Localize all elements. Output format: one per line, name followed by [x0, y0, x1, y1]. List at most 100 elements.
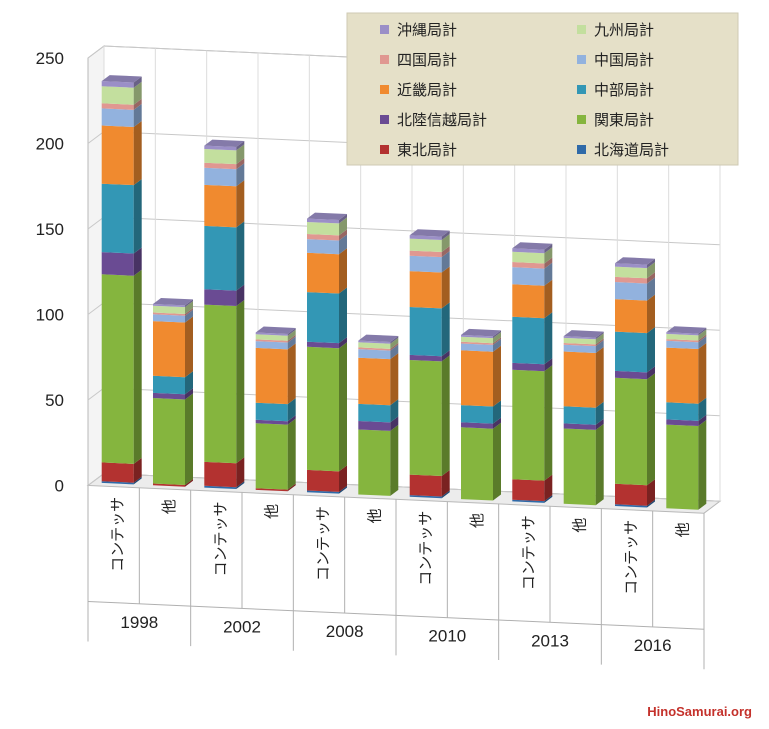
bar-segment-side [441, 490, 450, 499]
bar-segment [358, 344, 399, 360]
bar-segment-side [544, 358, 553, 372]
bar-segment-side [493, 400, 501, 424]
bar-segment-front [307, 222, 339, 236]
bar-segment-front [409, 495, 442, 499]
bar-stack [358, 334, 399, 496]
bar-segment-side [390, 399, 399, 423]
bar-top-cap [255, 326, 296, 334]
bar-segment-front [512, 479, 545, 502]
bar-segment [101, 98, 142, 110]
bar-segment-front [666, 340, 699, 349]
bar-segment [615, 258, 655, 269]
x-group-label: 2016 [634, 636, 672, 655]
bar-segment-side [595, 338, 604, 347]
bar-segment-side [287, 334, 296, 343]
bar-segment-front [307, 346, 339, 472]
bar-segment-front [307, 218, 339, 224]
legend-label: 近畿局計 [397, 81, 457, 99]
bar-top-cap [461, 328, 501, 337]
x-group-separator [498, 619, 602, 626]
x-group-separator [190, 605, 294, 612]
bar-segment [101, 179, 142, 254]
bar-segment-side [236, 180, 245, 228]
bar-segment-side [441, 246, 450, 258]
bar-segment-side [133, 269, 142, 464]
bar-segment [512, 358, 553, 372]
bar-segment [461, 400, 501, 424]
bar-segment [409, 470, 450, 497]
bar-segment [255, 334, 296, 343]
bar-segment [358, 337, 399, 349]
bar-segment-front [563, 351, 596, 408]
bar-segment-front [615, 282, 647, 301]
bar-segment-side [544, 365, 553, 481]
bar-segment-front [358, 342, 391, 349]
bar-segment-front [615, 276, 647, 284]
bar-segment-front [358, 349, 391, 360]
bar-segment [255, 398, 296, 422]
bar-segment [204, 481, 245, 489]
bar-segment-side [185, 393, 193, 485]
y-tick-label: 150 [36, 220, 64, 239]
bars [101, 75, 707, 510]
bar-segment-side [390, 416, 399, 431]
bar-segment [307, 248, 347, 294]
bar-segment-side [698, 414, 707, 426]
bar-segment-side [493, 338, 501, 352]
bar-segment [204, 144, 245, 165]
x-group-separator [293, 610, 397, 616]
bar-segment-side [698, 397, 707, 421]
x-category-label: 他 [160, 499, 178, 514]
bar-segment [615, 366, 655, 380]
legend-swatch [577, 115, 586, 124]
legend-item: 中国局計 [577, 51, 654, 69]
bar-segment [409, 350, 450, 362]
bar-segment-front [409, 250, 442, 258]
bar-segment-side [698, 329, 707, 341]
bar-segment [101, 247, 142, 276]
bar-segment-side [390, 336, 399, 344]
bar-segment [204, 141, 245, 151]
bar-segment [666, 329, 707, 341]
bar-segment-side [185, 308, 193, 316]
bar-segment-side [544, 474, 553, 502]
bar-segment [358, 342, 399, 351]
bar-segment-front [255, 339, 288, 343]
bar-segment [409, 266, 450, 309]
x-category-label: コンテッサ [314, 506, 332, 581]
bar-segment [666, 343, 707, 404]
legend-label: 北海道局計 [594, 141, 669, 159]
legend-label: 中国局計 [594, 51, 654, 69]
legend-swatch [380, 85, 389, 94]
bar-segment-side [236, 284, 245, 306]
bar-segment-front [409, 271, 442, 309]
bar-segment [255, 418, 296, 490]
bar-segment [307, 485, 347, 494]
y-tick-label: 200 [36, 135, 64, 154]
bar-segment-side [390, 424, 399, 496]
bar-segment-front [409, 255, 442, 273]
bar-segment-side [339, 342, 347, 472]
bar-segment [563, 347, 604, 408]
bar-segment-side [339, 485, 347, 494]
bar-segment [101, 269, 142, 464]
bar-segment-front [615, 299, 647, 334]
bar-stack [615, 257, 655, 508]
bar-segment-front [101, 81, 134, 88]
bar-segment-front [307, 292, 339, 344]
bar-segment-side [339, 229, 347, 241]
bar-segment-side [133, 476, 142, 485]
legend-box [346, 12, 739, 166]
bar-segment-side [493, 345, 501, 407]
bar-segment-side [185, 299, 193, 308]
bar-segment-front [101, 252, 134, 276]
bar-segment-front [409, 474, 442, 497]
y-tick-label: 0 [55, 477, 64, 496]
bar-segment-side [493, 422, 501, 501]
bar-segment [615, 373, 655, 486]
bar-segment-front [153, 305, 185, 314]
bar-segment-front [153, 398, 185, 485]
bar-segment-side [544, 279, 553, 319]
bar-segment-front [666, 332, 699, 336]
